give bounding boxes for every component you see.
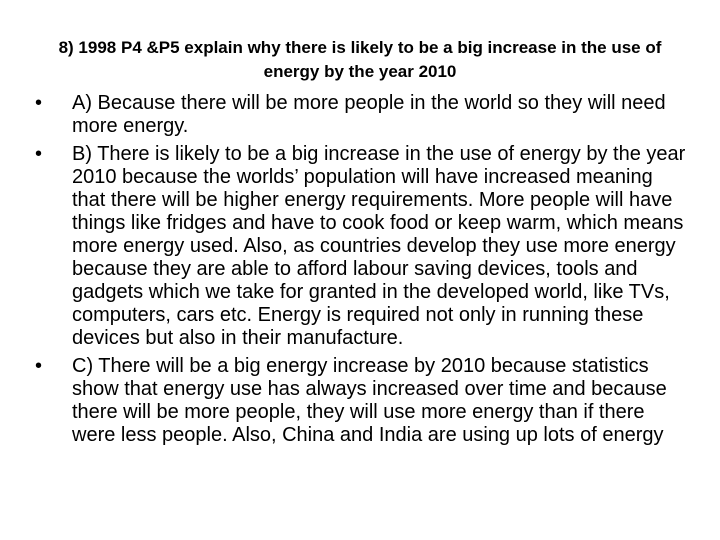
bullet-item: B) There is likely to be a big increase … bbox=[35, 143, 690, 350]
bullet-item: C) There will be a big energy increase b… bbox=[35, 355, 690, 447]
slide-title: 8) 1998 P4 &P5 explain why there is like… bbox=[58, 38, 662, 81]
bullet-item: A) Because there will be more people in … bbox=[35, 92, 690, 138]
bullet-list: A) Because there will be more people in … bbox=[35, 92, 690, 452]
